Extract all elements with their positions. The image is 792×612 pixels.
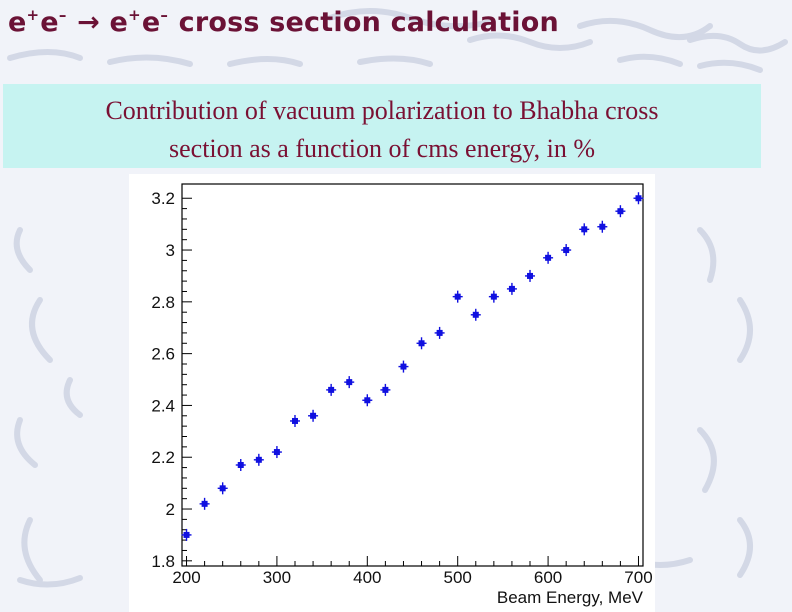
data-point [289, 414, 300, 427]
data-point [271, 446, 282, 459]
data-points [181, 192, 644, 541]
x-tick-label: 700 [624, 568, 652, 587]
data-point [543, 251, 554, 264]
y-tick-label: 2 [166, 500, 175, 519]
y-tick-label: 3 [166, 241, 175, 260]
data-point [452, 290, 463, 303]
data-point [488, 290, 499, 303]
data-point [344, 376, 355, 389]
data-point [181, 528, 192, 541]
data-point [525, 269, 536, 282]
x-tick-label: 500 [444, 568, 472, 587]
y-tick-label: 2.6 [151, 345, 175, 364]
slide-title: e+e– → e+e– cross section calculation [8, 6, 559, 38]
data-point [308, 409, 319, 422]
data-point [217, 482, 228, 495]
y-tick-label: 2.8 [151, 293, 175, 312]
plot-panel: 1.8 2 2.2 2.4 2.6 2.8 3 3.2 200 300 400 500 600 700 … [129, 174, 655, 612]
y-tick-label: 3.2 [151, 189, 175, 208]
x-tick-label: 400 [353, 568, 381, 587]
data-point [561, 244, 572, 257]
data-point [199, 497, 210, 510]
caption-line-2: section as a function of cms energy, in … [169, 134, 595, 163]
caption-line-1: Contribution of vacuum polarization to B… [105, 96, 659, 125]
x-axis-label: Beam Energy, MeV [497, 588, 644, 607]
data-point [597, 220, 608, 233]
data-point [416, 337, 427, 350]
data-point [253, 453, 264, 466]
x-tick-label: 300 [263, 568, 291, 587]
y-tick-label: 1.8 [151, 552, 175, 571]
data-point [398, 360, 409, 373]
plot-frame [181, 183, 644, 567]
data-point [470, 308, 481, 321]
data-point [506, 282, 517, 295]
data-point [615, 205, 626, 218]
data-point [434, 326, 445, 339]
data-point [633, 192, 644, 205]
data-point [362, 394, 373, 407]
y-tick-label: 2.4 [151, 396, 175, 415]
data-point [235, 458, 246, 471]
scatter-chart: 1.822.22.42.62.833.2 200 300 400 500 600 700 … [151, 183, 653, 607]
x-axis-ticks: 200 300 400 500 600 700 [172, 556, 653, 587]
x-tick-label: 200 [172, 568, 200, 587]
y-tick-label: 2.2 [151, 448, 175, 467]
data-point [326, 383, 337, 396]
caption-box: Contribution of vacuum polarization to B… [3, 84, 761, 168]
data-point [380, 383, 391, 396]
x-tick-label: 600 [534, 568, 562, 587]
data-point [579, 223, 590, 236]
y-axis-ticks: 1.8 2 2.2 2.4 2.6 2.8 3 3.2 [151, 189, 192, 571]
